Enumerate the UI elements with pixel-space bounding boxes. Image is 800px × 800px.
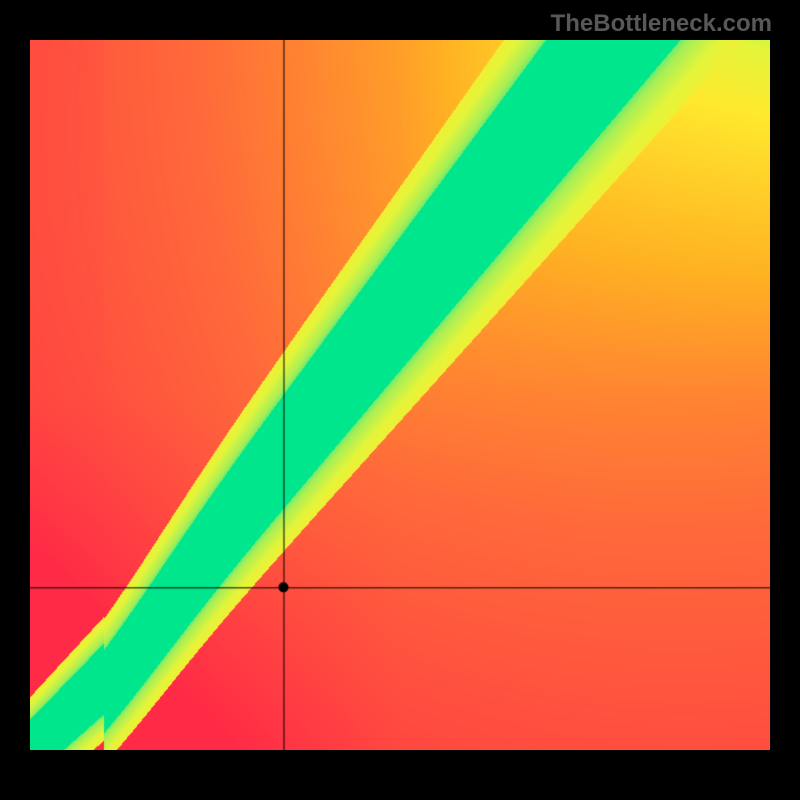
heatmap-area [30, 40, 770, 750]
watermark-text: TheBottleneck.com [551, 10, 772, 38]
heatmap-canvas [30, 40, 770, 750]
chart-container: TheBottleneck.com [0, 0, 800, 800]
